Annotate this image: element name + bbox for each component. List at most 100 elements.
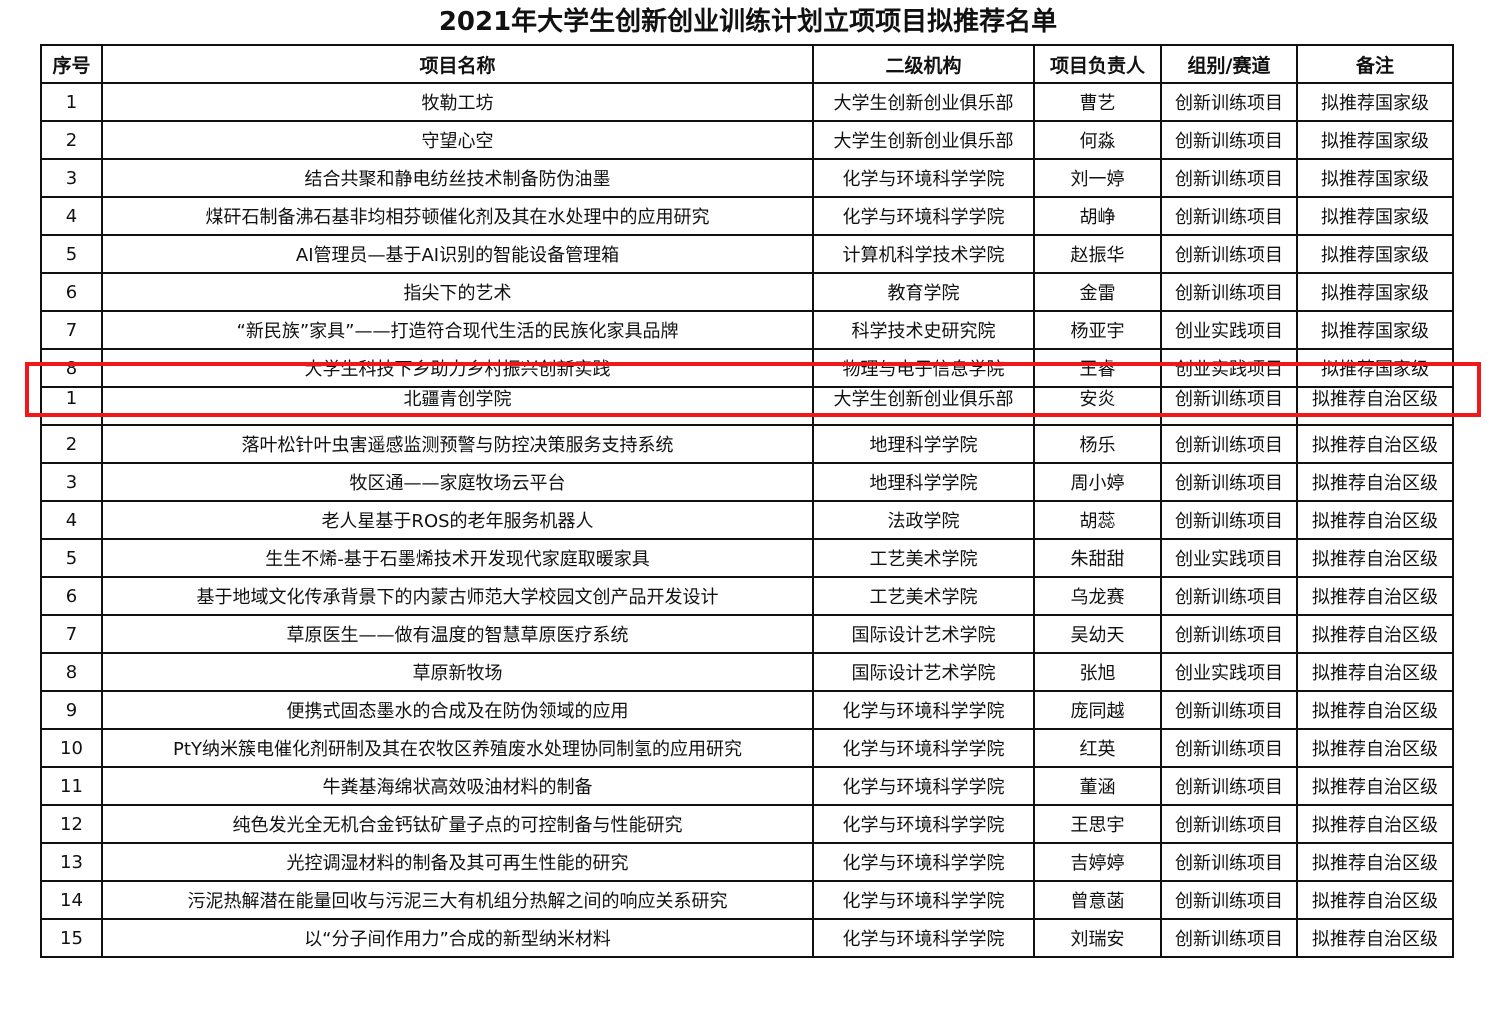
cell-col-leader: 朱甜甜 [1033, 538, 1162, 578]
cell-text: 化学与环境科学学院 [842, 815, 1005, 836]
cell-col-department: 化学与环境科学学院 [812, 728, 1035, 768]
cell-col-category: 创新训练项目 [1160, 804, 1298, 844]
cell-text: 拟推荐自治区级 [1312, 853, 1438, 874]
cell-col-department: 化学与环境科学学院 [812, 766, 1035, 806]
cell-text: 大学生科技下乡助力乡村振兴创新实践 [304, 359, 611, 380]
cell-col-remark: 拟推荐国家级 [1296, 310, 1454, 350]
cell-col-remark: 拟推荐自治区级 [1296, 614, 1454, 654]
cell-text: 工艺美术学院 [869, 587, 978, 608]
cell-text: 结合共聚和静电纺丝技术制备防伪油墨 [304, 169, 611, 190]
cell-text: 创新训练项目 [1175, 625, 1283, 646]
cell-col-department: 化学与环境科学学院 [812, 804, 1035, 844]
cell-col-leader: 周小婷 [1033, 462, 1162, 502]
cell-text: 王睿 [1079, 359, 1116, 380]
cell-text: 3 [65, 471, 78, 493]
cell-text: 计算机科学技术学院 [842, 245, 1005, 266]
cell-text: 周小婷 [1070, 473, 1125, 494]
document-title: 2021年大学生创新创业训练计划立项项目拟推荐名单 [438, 7, 1058, 37]
cell-col-index: 5 [40, 234, 103, 274]
cell-col-category: 创新训练项目 [1160, 842, 1298, 882]
cell-col-index: 15 [40, 918, 103, 958]
cell-text: 大学生创新创业俱乐部 [833, 389, 1014, 410]
cell-col-project-name: 牧勒工坊 [101, 82, 814, 122]
cell-col-department: 化学与环境科学学院 [812, 918, 1035, 958]
cell-text: 创新训练项目 [1175, 131, 1283, 152]
cell-text: 1 [65, 91, 78, 113]
cell-col-project-name: 北疆青创学院 [101, 386, 814, 426]
table-row: 11 牛粪基海绵状高效吸油材料的制备 化学与环境科学学院 董涵 创新训练项目 拟推荐自治区… [40, 766, 1454, 806]
cell-col-department: 化学与环境科学学院 [812, 690, 1035, 730]
header-col-department: 二级机构 [812, 44, 1035, 84]
cell-text: 拟推荐国家级 [1321, 207, 1429, 228]
cell-text: 光控调湿材料的制备及其可再生性能的研究 [286, 853, 629, 874]
cell-col-index: 2 [40, 120, 103, 160]
cell-text: 指尖下的艺术 [403, 283, 512, 304]
cell-text: 董涵 [1079, 777, 1116, 798]
cell-text: 拟推荐自治区级 [1312, 435, 1438, 456]
cell-col-remark: 拟推荐自治区级 [1296, 576, 1454, 616]
cell-text: 4 [65, 205, 78, 227]
cell-text: 化学与环境科学学院 [842, 777, 1005, 798]
cell-col-leader: 庞同越 [1033, 690, 1162, 730]
cell-col-leader: 乌龙赛 [1033, 576, 1162, 616]
cell-col-index: 1 [40, 386, 103, 426]
cell-text: 化学与环境科学学院 [842, 169, 1005, 190]
cell-col-department: 地理科学学院 [812, 424, 1035, 464]
cell-col-category: 创新训练项目 [1160, 386, 1298, 426]
cell-col-remark: 拟推荐自治区级 [1296, 462, 1454, 502]
table-row: 12 纯色发光全无机合金钙钛矿量子点的可控制备与性能研究 化学与环境科学学院 王思宇 创… [40, 804, 1454, 844]
cell-col-remark: 拟推荐自治区级 [1296, 804, 1454, 844]
cell-col-project-name: 牛粪基海绵状高效吸油材料的制备 [101, 766, 814, 806]
cell-text: 8 [65, 357, 78, 379]
cell-text: 拟推荐自治区级 [1312, 663, 1438, 684]
cell-text: 乌龙赛 [1070, 587, 1125, 608]
cell-text: 法政学院 [887, 511, 960, 532]
cell-text: 北疆青创学院 [403, 389, 512, 410]
cell-text: 草原新牧场 [412, 663, 503, 684]
cell-text: AI管理员—基于AI识别的智能设备管理箱 [295, 245, 620, 266]
cell-col-remark: 拟推荐自治区级 [1296, 652, 1454, 692]
cell-col-remark: 拟推荐国家级 [1296, 348, 1454, 388]
cell-col-remark: 拟推荐国家级 [1296, 82, 1454, 122]
cell-col-project-name: 煤矸石制备沸石基非均相芬顿催化剂及其在水处理中的应用研究 [101, 196, 814, 236]
cell-text: 创业实践项目 [1175, 663, 1283, 684]
cell-text: 创业实践项目 [1175, 321, 1283, 342]
cell-text: 拟推荐自治区级 [1312, 777, 1438, 798]
cell-col-department: 国际设计艺术学院 [812, 614, 1035, 654]
header-col-index: 序号 [40, 44, 103, 84]
cell-text: 拟推荐国家级 [1321, 93, 1429, 114]
cell-text: “新民族”家具”——打造符合现代生活的民族化家具品牌 [236, 321, 679, 342]
cell-text: 地理科学学院 [869, 473, 978, 494]
cell-col-category: 创新训练项目 [1160, 728, 1298, 768]
cell-text: 4 [65, 509, 78, 531]
cell-col-department: 大学生创新创业俱乐部 [812, 82, 1035, 122]
cell-col-index: 1 [40, 82, 103, 122]
cell-text: 创新训练项目 [1175, 929, 1283, 950]
cell-col-index: 8 [40, 348, 103, 388]
cell-text: 拟推荐自治区级 [1312, 473, 1438, 494]
cell-text: 刘瑞安 [1070, 929, 1125, 950]
table-row: 7 “新民族”家具”——打造符合现代生活的民族化家具品牌 科学技术史研究院 杨亚宇 创业… [40, 310, 1454, 350]
cell-text: 落叶松针叶虫害遥感监测预警与防控决策服务支持系统 [241, 435, 674, 456]
cell-text: 创新训练项目 [1175, 891, 1283, 912]
cell-text: 王思宇 [1070, 815, 1125, 836]
cell-col-project-name: 草原医生——做有温度的智慧草原医疗系统 [101, 614, 814, 654]
cell-text: 创新训练项目 [1175, 93, 1283, 114]
table-row: 6 指尖下的艺术 教育学院 金雷 创新训练项目 拟推荐国家级 [40, 272, 1454, 312]
cell-col-category: 创新训练项目 [1160, 82, 1298, 122]
cell-text: 2 [65, 129, 78, 151]
table-row: 2 守望心空 大学生创新创业俱乐部 何淼 创新训练项目 拟推荐国家级 [40, 120, 1454, 160]
cell-col-category: 创业实践项目 [1160, 652, 1298, 692]
cell-col-department: 化学与环境科学学院 [812, 880, 1035, 920]
cell-text: 3 [65, 167, 78, 189]
table-row: 9 便携式固态墨水的合成及在防伪领域的应用 化学与环境科学学院 庞同越 创新训练项目 拟推… [40, 690, 1454, 730]
cell-text: 创新训练项目 [1175, 169, 1283, 190]
cell-text: 化学与环境科学学院 [842, 207, 1005, 228]
table-row: 1 北疆青创学院 大学生创新创业俱乐部 安炎 创新训练项目 拟推荐自治区级 [40, 386, 1454, 426]
cell-col-category: 创新训练项目 [1160, 196, 1298, 236]
cell-text: 创新训练项目 [1175, 245, 1283, 266]
cell-text: 便携式固态墨水的合成及在防伪领域的应用 [286, 701, 629, 722]
table-row: 15 以“分子间作用力”合成的新型纳米材料 化学与环境科学学院 刘瑞安 创新训练项目 拟推… [40, 918, 1454, 958]
cell-text: 红英 [1079, 739, 1116, 760]
cell-col-index: 3 [40, 462, 103, 502]
